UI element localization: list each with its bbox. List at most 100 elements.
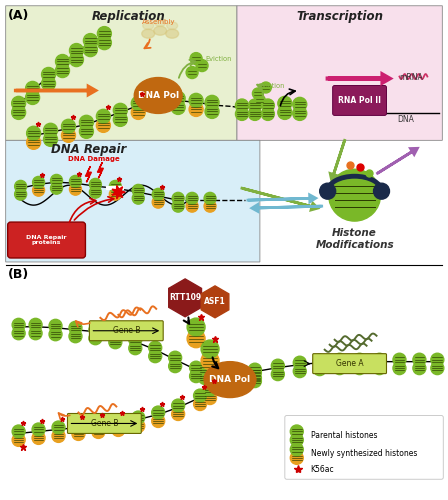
Circle shape (189, 94, 203, 108)
Text: DNA Damage: DNA Damage (68, 156, 119, 162)
Text: K56ac: K56ac (311, 465, 334, 474)
Circle shape (43, 132, 57, 146)
Circle shape (12, 434, 25, 446)
Circle shape (149, 350, 162, 362)
Circle shape (12, 318, 25, 332)
Circle shape (49, 328, 62, 340)
Circle shape (271, 368, 284, 380)
FancyArrow shape (378, 148, 418, 173)
Text: DNA: DNA (397, 116, 414, 124)
Circle shape (92, 426, 105, 438)
Circle shape (96, 110, 110, 124)
Circle shape (169, 351, 181, 364)
Circle shape (194, 389, 207, 402)
Circle shape (89, 332, 102, 344)
Circle shape (26, 82, 39, 96)
FancyBboxPatch shape (68, 414, 141, 434)
Circle shape (373, 362, 386, 374)
FancyBboxPatch shape (90, 321, 163, 340)
Text: mRNA: mRNA (400, 72, 423, 82)
Circle shape (113, 104, 127, 118)
Circle shape (69, 52, 83, 66)
Circle shape (26, 126, 41, 140)
Circle shape (293, 356, 306, 369)
Circle shape (333, 353, 346, 366)
Circle shape (204, 192, 216, 204)
Text: Gene B: Gene B (90, 419, 118, 428)
Circle shape (293, 106, 307, 120)
Circle shape (42, 76, 56, 90)
Polygon shape (169, 279, 202, 317)
Circle shape (194, 398, 207, 410)
Circle shape (132, 184, 144, 196)
FancyArrow shape (16, 86, 95, 94)
Circle shape (186, 66, 198, 78)
Circle shape (29, 318, 42, 332)
Circle shape (329, 170, 380, 221)
Circle shape (254, 95, 265, 106)
Text: DNA Pol: DNA Pol (209, 375, 250, 384)
Circle shape (271, 359, 284, 372)
Circle shape (172, 200, 184, 212)
Circle shape (204, 200, 216, 212)
Circle shape (12, 327, 25, 340)
Circle shape (72, 428, 85, 440)
Circle shape (290, 443, 303, 456)
Circle shape (33, 176, 44, 188)
Circle shape (131, 96, 145, 110)
Circle shape (198, 372, 211, 384)
Circle shape (152, 406, 165, 419)
Circle shape (172, 399, 185, 412)
Polygon shape (97, 162, 103, 178)
Polygon shape (201, 286, 229, 318)
FancyArrow shape (242, 188, 318, 210)
Circle shape (109, 328, 122, 340)
Circle shape (12, 106, 26, 120)
Circle shape (353, 353, 366, 366)
FancyArrow shape (248, 195, 316, 202)
Circle shape (393, 353, 406, 366)
Circle shape (152, 414, 165, 428)
Circle shape (278, 106, 292, 120)
Circle shape (203, 383, 216, 396)
FancyBboxPatch shape (237, 6, 442, 140)
Circle shape (413, 353, 426, 366)
Circle shape (129, 334, 142, 346)
Text: Gene B: Gene B (112, 326, 140, 335)
Polygon shape (86, 166, 91, 182)
FancyArrow shape (327, 74, 389, 82)
Circle shape (112, 424, 125, 436)
Circle shape (43, 124, 57, 138)
Circle shape (333, 362, 346, 374)
Circle shape (109, 180, 121, 192)
Circle shape (90, 178, 101, 190)
Text: ASF1: ASF1 (204, 298, 226, 306)
Ellipse shape (204, 362, 256, 398)
Circle shape (293, 98, 307, 112)
Circle shape (113, 112, 127, 126)
Circle shape (431, 353, 444, 366)
Circle shape (190, 52, 202, 64)
Circle shape (69, 330, 82, 342)
Circle shape (69, 183, 82, 195)
Circle shape (431, 362, 444, 374)
FancyBboxPatch shape (6, 6, 237, 140)
Circle shape (109, 188, 121, 200)
Circle shape (249, 372, 261, 384)
Circle shape (51, 174, 63, 186)
Text: DNA Repair: DNA Repair (51, 144, 126, 156)
Text: Eviction: Eviction (205, 56, 232, 62)
Circle shape (33, 184, 44, 196)
Text: DNA Repair
proteins: DNA Repair proteins (26, 234, 67, 246)
FancyBboxPatch shape (333, 86, 387, 116)
Circle shape (353, 362, 366, 374)
Circle shape (90, 186, 101, 198)
Circle shape (15, 180, 26, 192)
Circle shape (69, 176, 82, 188)
Circle shape (205, 96, 219, 110)
Circle shape (249, 366, 261, 379)
Circle shape (201, 340, 219, 358)
Circle shape (152, 188, 164, 200)
Circle shape (190, 370, 202, 382)
Circle shape (252, 88, 263, 99)
